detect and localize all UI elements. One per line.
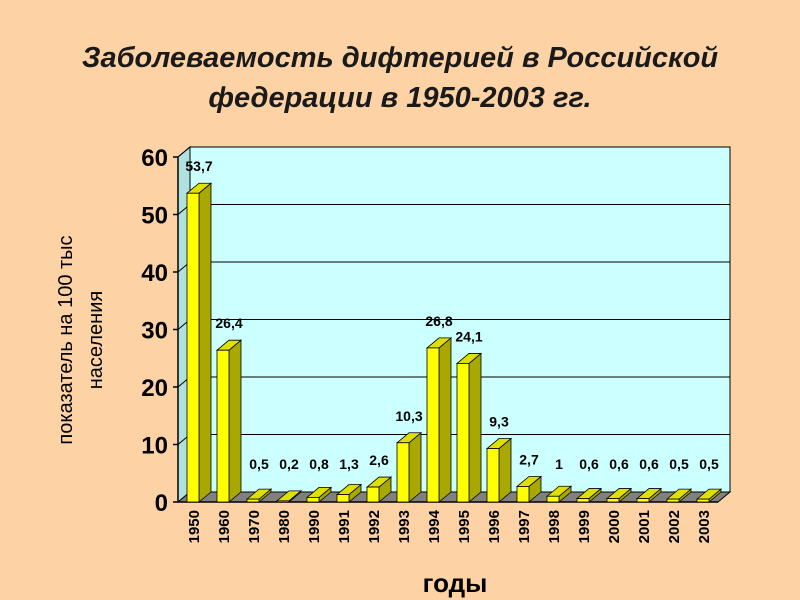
data-label: 0,2: [279, 456, 299, 472]
chart-title-line-1: Заболеваемость дифтерией в Российской: [81, 42, 719, 74]
x-tick-label: 2002: [666, 510, 683, 543]
x-tick-label: 2001: [636, 510, 653, 543]
bar: [246, 498, 260, 503]
data-label: 1: [555, 456, 563, 472]
y-axis-title-line: показатель на 100 тыс: [55, 235, 77, 444]
bar: [696, 498, 710, 503]
data-label: 10,3: [395, 408, 422, 424]
y-tick-label: 40: [141, 260, 168, 287]
x-tick-label: 1999: [576, 510, 593, 543]
x-axis-title: годы: [423, 568, 488, 598]
bar-side: [228, 339, 242, 503]
data-label: 0,5: [249, 456, 269, 472]
data-label: 2,6: [369, 452, 389, 468]
bar: [666, 498, 680, 503]
x-tick-label: 1970: [246, 510, 263, 543]
data-label: 0,6: [579, 456, 599, 472]
x-tick-label: 2003: [696, 510, 713, 543]
y-tick-label: 20: [141, 375, 168, 402]
x-tick-label: 1997: [516, 510, 533, 543]
y-tick-label: 10: [141, 433, 168, 460]
x-tick-label: 1993: [396, 510, 413, 543]
y-tick-label: 60: [141, 145, 168, 172]
chart-title: Заболеваемость дифтерией в Российской фе…: [0, 38, 800, 118]
bar-side: [438, 337, 452, 503]
y-tick-label: 30: [141, 318, 168, 345]
x-tick-label: 1994: [426, 509, 443, 543]
bar: [306, 496, 320, 503]
x-tick-label: 1980: [276, 510, 293, 543]
data-label: 53,7: [185, 158, 212, 174]
data-label: 0,8: [309, 456, 329, 472]
x-tick-label: 1998: [546, 510, 563, 543]
bar: [396, 442, 410, 503]
data-label: 0,5: [699, 456, 719, 472]
bar: [546, 495, 560, 503]
data-label: 0,6: [639, 456, 659, 472]
x-tick-label: 1950: [186, 510, 203, 543]
y-axis-title-line: населения: [85, 291, 107, 389]
bar: [186, 192, 200, 503]
data-label: 1,3: [339, 456, 359, 472]
bar: [216, 349, 230, 503]
x-tick-label: 2000: [606, 510, 623, 543]
data-label: 9,3: [489, 414, 509, 430]
bar: [336, 494, 350, 503]
x-tick-label: 1990: [306, 510, 323, 543]
x-tick-label: 1991: [336, 510, 353, 543]
bar: [576, 498, 590, 503]
bar: [516, 486, 530, 503]
y-tick-label: 50: [141, 203, 168, 230]
bar-side: [498, 437, 512, 503]
data-label: 0,6: [609, 456, 629, 472]
bar-side: [468, 352, 482, 503]
bar-side: [408, 431, 422, 503]
data-label: 0,5: [669, 456, 689, 472]
bar: [426, 347, 440, 503]
x-tick-label: 1995: [456, 510, 473, 543]
gridline-side: [177, 146, 191, 158]
bar: [276, 500, 290, 503]
data-label: 26,8: [425, 313, 452, 329]
bar: [456, 363, 470, 503]
data-label: 2,7: [519, 451, 539, 467]
data-label: 24,1: [455, 328, 482, 344]
data-label: 26,4: [215, 315, 242, 331]
bar: [636, 498, 650, 503]
chart-title-line-2: федерации в 1950-2003 гг.: [208, 82, 592, 114]
bar: [366, 486, 380, 503]
bar-side: [198, 182, 212, 503]
x-tick-label: 1996: [486, 510, 503, 543]
x-tick-label: 1960: [216, 510, 233, 543]
bar: [486, 448, 500, 503]
bar: [606, 498, 620, 503]
x-tick-label: 1992: [366, 510, 383, 543]
y-tick-label: 0: [155, 490, 168, 517]
